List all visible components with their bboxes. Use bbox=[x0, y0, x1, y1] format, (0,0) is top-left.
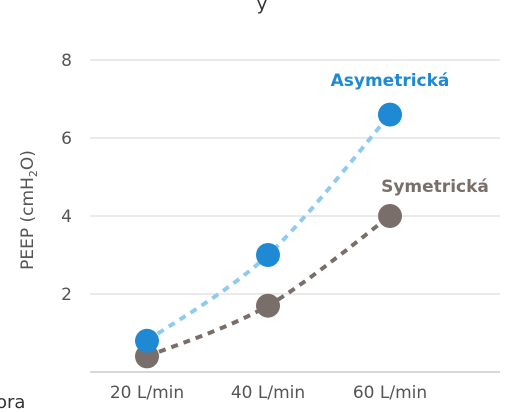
y-axis-title-subscript: 2 bbox=[27, 170, 40, 177]
series-line-1 bbox=[146, 214, 392, 359]
y-tick-label: 2 bbox=[61, 285, 72, 305]
y-tick-label: 6 bbox=[61, 129, 72, 149]
x-tick-label: 60 L/min bbox=[353, 383, 427, 403]
data-point bbox=[135, 328, 159, 353]
y-tick-label: 4 bbox=[61, 207, 72, 227]
data-point bbox=[378, 102, 402, 127]
data-point bbox=[378, 204, 402, 228]
footer-fragment: ora bbox=[0, 392, 25, 412]
title-fragment: y bbox=[257, 0, 268, 15]
x-tick-label: 40 L/min bbox=[231, 383, 305, 403]
series-label: Asymetrická bbox=[331, 71, 450, 91]
series-label: Symetrická bbox=[381, 177, 489, 197]
data-point bbox=[256, 293, 280, 318]
y-axis-title-prefix: PEEP (cmH bbox=[18, 177, 38, 270]
y-axis-title: PEEP (cmH2O) bbox=[18, 150, 40, 270]
y-axis-title-suffix: O) bbox=[18, 150, 38, 170]
y-tick-label: 8 bbox=[61, 51, 72, 71]
x-tick-label: 20 L/min bbox=[110, 383, 184, 403]
data-point bbox=[256, 243, 280, 267]
